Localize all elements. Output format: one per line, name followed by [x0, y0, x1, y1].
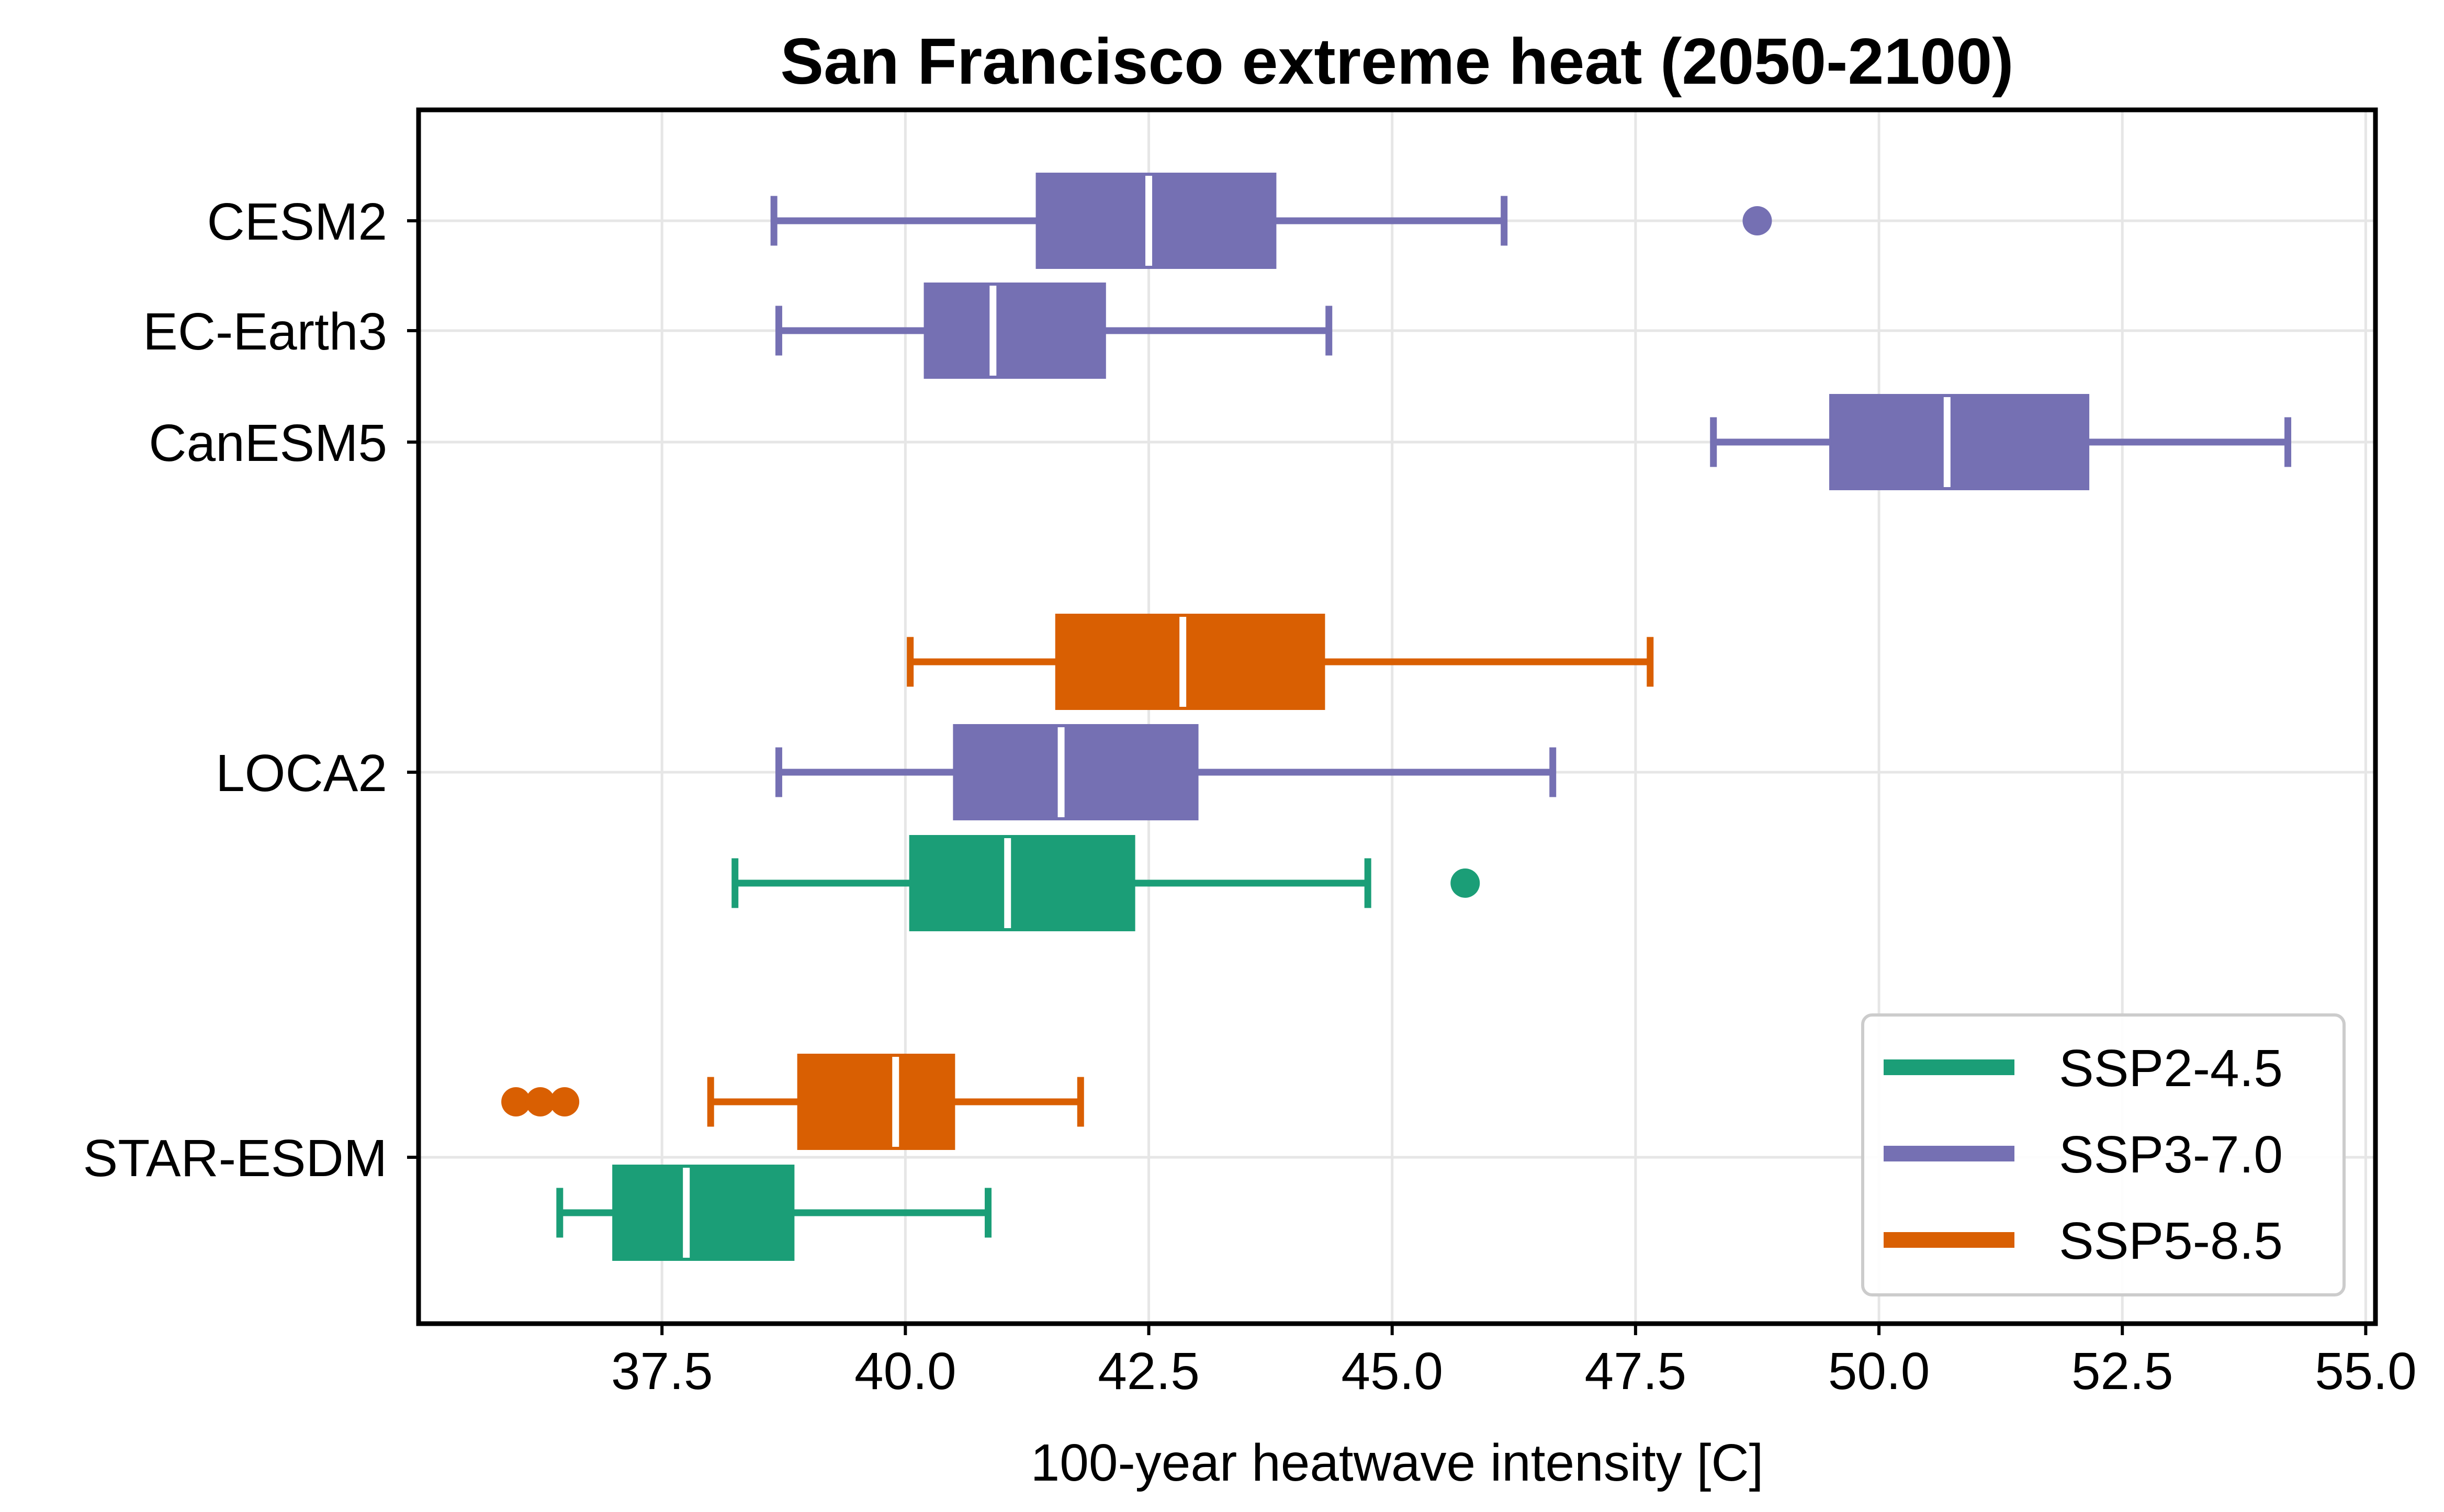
box-star-esdm-ssp2-4.5: [556, 1165, 992, 1261]
y-tick-label: STAR-ESDM: [83, 1129, 388, 1188]
x-tick-label: 47.5: [1585, 1342, 1687, 1401]
iqr-box: [953, 724, 1199, 820]
plot-frame: [416, 107, 2378, 1326]
x-tick-label: 42.5: [1098, 1342, 1200, 1401]
iqr-box: [797, 1054, 955, 1150]
legend-label: SSP3-7.0: [2059, 1125, 2283, 1184]
x-tick-label: 50.0: [1828, 1342, 1930, 1401]
outlier-point: [1742, 206, 1772, 235]
box-loca2-ssp2-4.5: [731, 835, 1480, 931]
y-tick-label: LOCA2: [216, 744, 387, 803]
outlier-point: [501, 1087, 531, 1116]
box-cesm2-ssp3-7.0: [770, 173, 1772, 269]
x-tick-label: 52.5: [2071, 1342, 2173, 1401]
x-tick-label: 55.0: [2315, 1342, 2417, 1401]
legend: SSP2-4.5 SSP3-7.0 SSP5-8.5: [1861, 1013, 2346, 1296]
box-ec-earth3-ssp3-7.0: [775, 283, 1333, 379]
legend-item-ssp3-7.0: SSP3-7.0: [1884, 1125, 2283, 1184]
legend-label: SSP2-4.5: [2059, 1039, 2283, 1098]
iqr-box: [1829, 394, 2090, 490]
x-axis: 37.5 40.0 42.5 45.0 47.5 50.0 52.5 55.0: [611, 1324, 2417, 1401]
iqr-box: [1035, 173, 1277, 269]
box-star-esdm-ssp5-8.5: [501, 1054, 1084, 1150]
x-axis-label: 100-year heatwave intensity [C]: [1031, 1434, 1764, 1492]
y-tick-label: CanESM5: [149, 414, 387, 472]
iqr-box: [612, 1165, 795, 1261]
box-loca2-ssp3-7.0: [775, 724, 1557, 820]
legend-item-ssp5-8.5: SSP5-8.5: [1884, 1212, 2283, 1270]
y-tick-label: CESM2: [207, 193, 387, 251]
legend-frame: [1861, 1013, 2346, 1296]
box-canesm5-ssp3-7.0: [1710, 394, 2292, 490]
boxes: [501, 173, 2292, 1261]
x-tick-label: 40.0: [854, 1342, 956, 1401]
outlier-point: [525, 1087, 555, 1116]
legend-label: SSP5-8.5: [2059, 1212, 2283, 1270]
chart-title: San Francisco extreme heat (2050-2100): [780, 26, 2013, 98]
outlier-point: [550, 1087, 580, 1116]
iqr-box: [1055, 614, 1325, 710]
y-tick-label: EC-Earth3: [143, 302, 387, 361]
y-axis: CESM2 EC-Earth3 CanESM5 LOCA2 STAR-ESDM: [83, 193, 419, 1188]
x-tick-label: 45.0: [1341, 1342, 1443, 1401]
iqr-box: [909, 835, 1135, 931]
iqr-box: [923, 283, 1106, 379]
legend-item-ssp2-4.5: SSP2-4.5: [1884, 1039, 2283, 1098]
box-loca2-ssp5-8.5: [907, 614, 1654, 710]
outlier-point: [1450, 868, 1480, 898]
x-tick-label: 37.5: [611, 1342, 713, 1401]
